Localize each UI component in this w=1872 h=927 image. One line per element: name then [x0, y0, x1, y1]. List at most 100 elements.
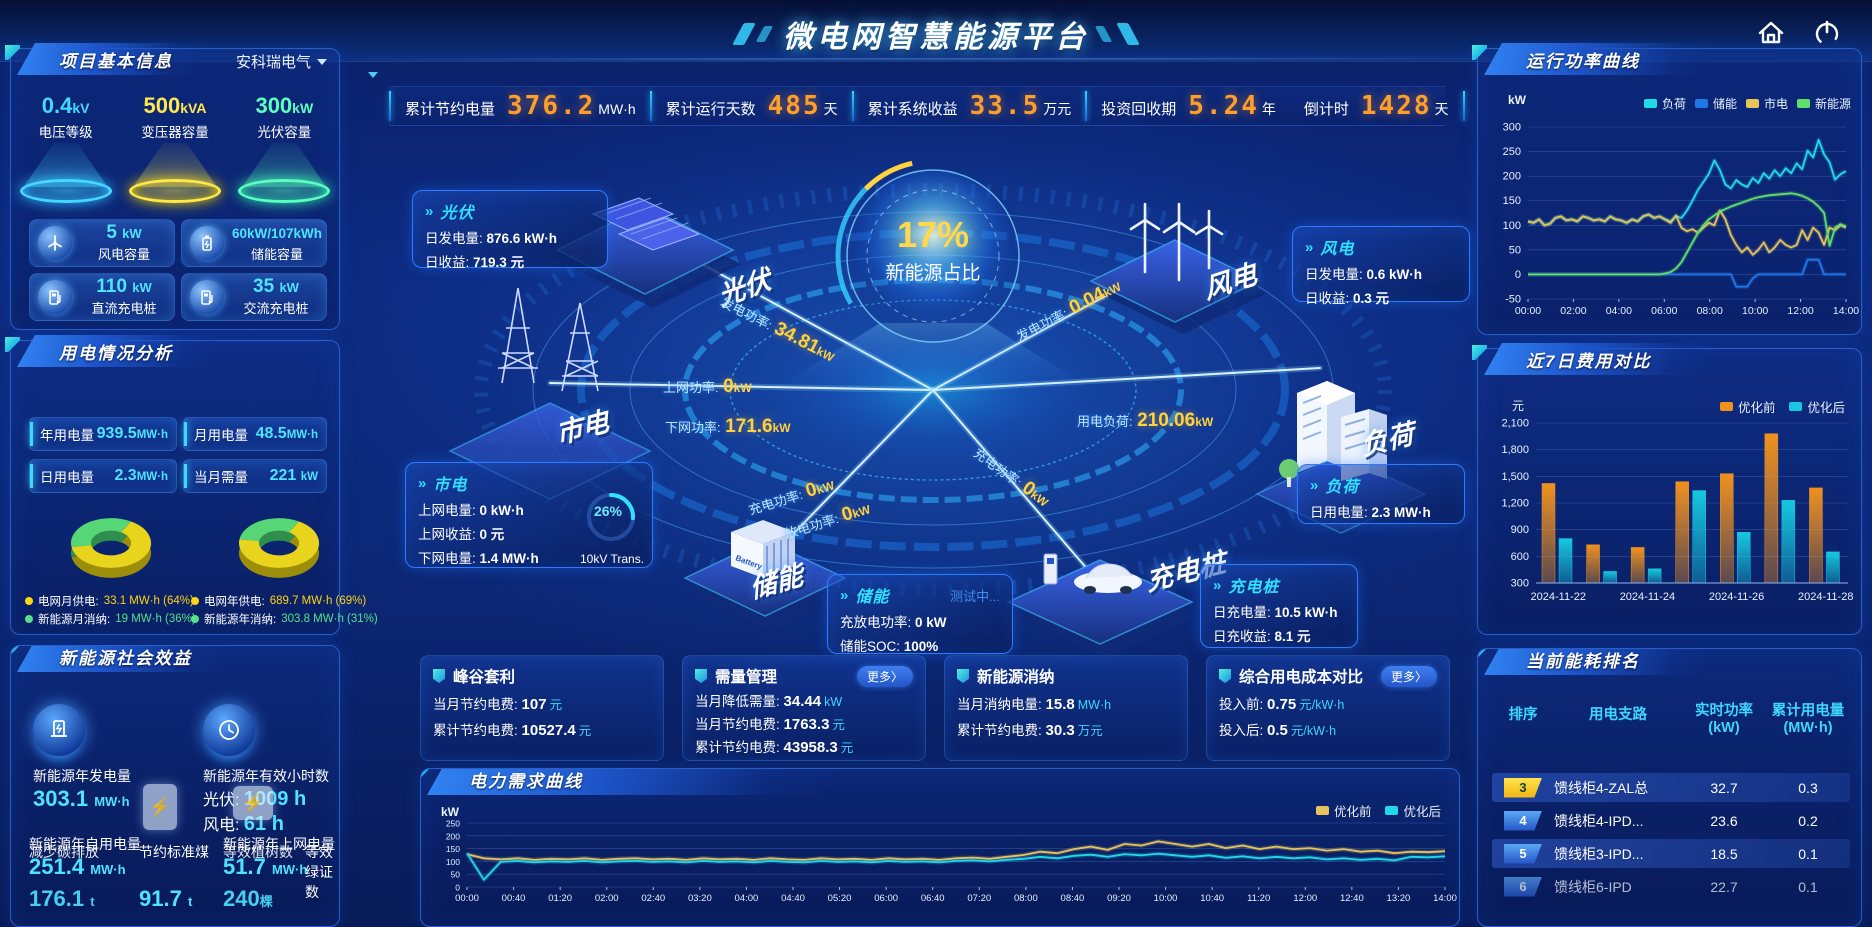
card-value: 719.3 元	[473, 255, 525, 270]
card-renewable-consumption: 新能源消纳 当月消纳电量: 15.8 MW·h 累计节约电费: 30.3 万元	[944, 655, 1188, 761]
svg-text:00:00: 00:00	[1515, 305, 1541, 317]
dc-charger-icon	[38, 280, 72, 314]
card-title: 需量管理	[715, 669, 778, 686]
y-axis-label: 元	[1512, 399, 1525, 413]
card-title: 峰谷套利	[453, 669, 516, 686]
kpi-unit: MW·h	[598, 101, 636, 117]
panel-demand-curve: 电力需求曲线 优化前 优化后 kW 250 200 150 100 50 0 00:00 00…	[420, 768, 1460, 927]
card-icon	[433, 669, 445, 683]
panel-title: 当前能耗排名	[1526, 651, 1640, 671]
tile-value: 60kW/107kWh	[232, 225, 323, 241]
legend-label: 优化前	[1737, 401, 1776, 415]
home-icon[interactable]	[1754, 16, 1788, 50]
more-button[interactable]: 更多〉	[856, 665, 913, 687]
chevron-right-icon: »	[425, 202, 434, 220]
chevron-right-icon: »	[840, 586, 849, 604]
kpi-divider	[1462, 91, 1465, 121]
card-value: 876.6 kW·h	[486, 231, 558, 246]
tile-value: 110	[96, 276, 127, 297]
legend-item[interactable]: 优化后	[1385, 801, 1441, 820]
gauge-ring	[587, 493, 635, 541]
flow-feed-down: 下网功率: 171.6kW	[665, 416, 791, 438]
card-label: 日充收益:	[1213, 629, 1271, 644]
card-pv: » 光伏 日发电量: 876.6 kW·h 日收益: 719.3 元	[412, 190, 608, 270]
kpi-value: 485	[767, 91, 821, 121]
svg-text:03:20: 03:20	[688, 893, 712, 904]
legend-item[interactable]: 优化前	[1315, 801, 1371, 820]
legend-label: 新能源月消纳:	[38, 614, 111, 626]
card-value: 0 元	[479, 527, 505, 542]
legend-item[interactable]: 优化后	[1789, 397, 1845, 416]
demand-chart: 250 200 150 100 50 000:00 00:40 01:20 02:00 02:40…	[446, 819, 1457, 905]
chevron-right-icon: »	[1213, 576, 1222, 594]
pv-hours-label: 光伏:	[203, 792, 240, 809]
svg-text:300: 300	[1511, 578, 1529, 590]
stat-year-usage: 年用电量 939.5MW·h	[29, 417, 177, 451]
social-unit: MW·h	[90, 862, 126, 877]
pedestal-value: 500	[143, 93, 181, 118]
legend-item[interactable]: 负荷	[1643, 95, 1686, 112]
table-row[interactable]: 4 馈线柜4-IPD... 23.6 0.2	[1492, 806, 1850, 835]
panel-title: 新能源社会效益	[59, 648, 192, 668]
row-unit: 元	[578, 724, 592, 738]
row-value: 30.3	[1045, 722, 1075, 739]
light-cone	[242, 143, 327, 187]
diagram-scene: Battery	[448, 158, 1427, 658]
legend-swatch	[1796, 99, 1810, 108]
storage-status: 测试中...	[950, 588, 1000, 604]
card-title: 负荷	[1325, 479, 1360, 496]
legend-item[interactable]: 市电	[1745, 95, 1788, 112]
screen-selector-caret[interactable]	[368, 72, 378, 78]
svg-text:150: 150	[446, 844, 460, 854]
flow-feed-in: 上网功率: 0kW	[663, 376, 752, 398]
card-load: » 负荷 日用电量: 2.3 MW·h	[1297, 464, 1465, 524]
row-value: 15.8	[1045, 696, 1075, 713]
legend-item[interactable]: 优化前	[1719, 397, 1776, 416]
svg-text:02:40: 02:40	[641, 893, 665, 904]
wind-turbine-icon	[38, 226, 72, 260]
col-header-line: (kW)	[1708, 720, 1740, 736]
cell-energy: 0.2	[1798, 812, 1818, 829]
card-label: 日发电量:	[425, 231, 483, 246]
flow-load-power: 用电负荷: 210.06kW	[1077, 410, 1213, 432]
table-row[interactable]: 3 馈线柜4-ZAL总 32.7 0.3	[1492, 773, 1850, 802]
stat-value: 2.3	[114, 467, 137, 484]
battery-icon	[190, 226, 224, 260]
svg-text:00:40: 00:40	[502, 893, 526, 904]
social-value: 51.7	[223, 854, 266, 879]
table-row[interactable]: 5 馈线柜3-IPD... 18.5 0.1	[1492, 839, 1850, 868]
kpi-divider	[389, 91, 391, 121]
stat-label: 日用电量	[40, 470, 94, 485]
svg-text:00:00: 00:00	[455, 893, 479, 904]
power-icon[interactable]	[1810, 16, 1844, 50]
tile-wind-capacity: 5 kW 风电容量	[29, 219, 175, 267]
panel-title: 电力需求曲线	[469, 771, 583, 791]
legend-dot-icon	[191, 597, 199, 605]
row-label: 当月消纳电量:	[957, 697, 1042, 712]
company-select[interactable]: 安科瑞电气	[236, 51, 327, 72]
title-decor-right-icon	[1116, 23, 1140, 45]
row-label: 投入前:	[1219, 697, 1264, 712]
table-row[interactable]: 6 馈线柜6-IPD 22.7 0.1	[1492, 872, 1850, 901]
svg-text:200: 200	[446, 831, 460, 841]
legend-item[interactable]: 储能	[1694, 95, 1737, 112]
row-label: 累计节约电费:	[957, 723, 1042, 738]
more-button[interactable]: 更多〉	[1380, 665, 1437, 687]
tile-unit: kW	[132, 280, 152, 295]
card-label: 储能SOC:	[840, 639, 901, 654]
kpi-unit: 万元	[1043, 101, 1072, 117]
rank-badge: 5	[1504, 843, 1542, 864]
social-label: 等效绿证数	[305, 844, 333, 900]
kpi-divider	[1085, 91, 1088, 121]
legend-value: 303.8 MW·h (31%)	[281, 613, 378, 625]
row-value: 34.44	[783, 693, 822, 710]
transformer-gauge: 26% 10kV Trans.	[580, 489, 644, 566]
legend-item[interactable]: 新能源	[1796, 95, 1851, 112]
row-value: 0.75	[1267, 696, 1297, 713]
row-unit: 元	[832, 718, 845, 732]
chevron-right-icon: »	[1305, 238, 1314, 256]
tile-label: 储能容量	[251, 246, 304, 262]
svg-text:1,500: 1,500	[1501, 471, 1529, 483]
card-icon	[1219, 669, 1231, 683]
